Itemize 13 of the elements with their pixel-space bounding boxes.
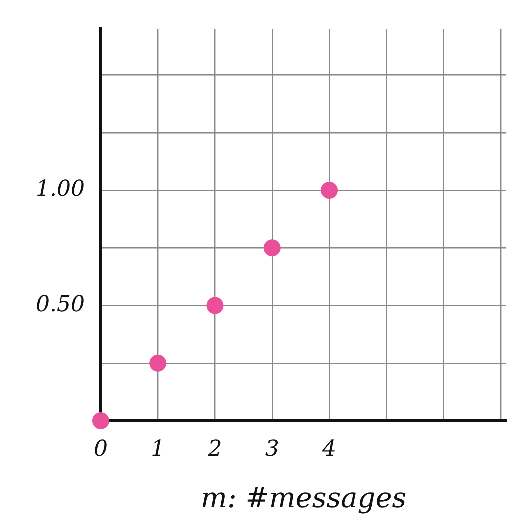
- point: [320, 182, 338, 200]
- x-tick-label: 2: [207, 436, 222, 462]
- x-tick-label: 4: [321, 436, 336, 462]
- point: [150, 354, 167, 372]
- x-tick-label: 3: [265, 436, 280, 462]
- y-tick-label: 0.50: [36, 292, 85, 318]
- x-tick-label: 0: [94, 436, 108, 462]
- point: [92, 412, 110, 430]
- x-axis-title: m: #messages: [200, 481, 407, 514]
- x-tick-label: 1: [151, 436, 166, 462]
- point: [264, 240, 281, 257]
- point: [206, 297, 224, 314]
- y-tick-label: 1.00: [36, 177, 85, 202]
